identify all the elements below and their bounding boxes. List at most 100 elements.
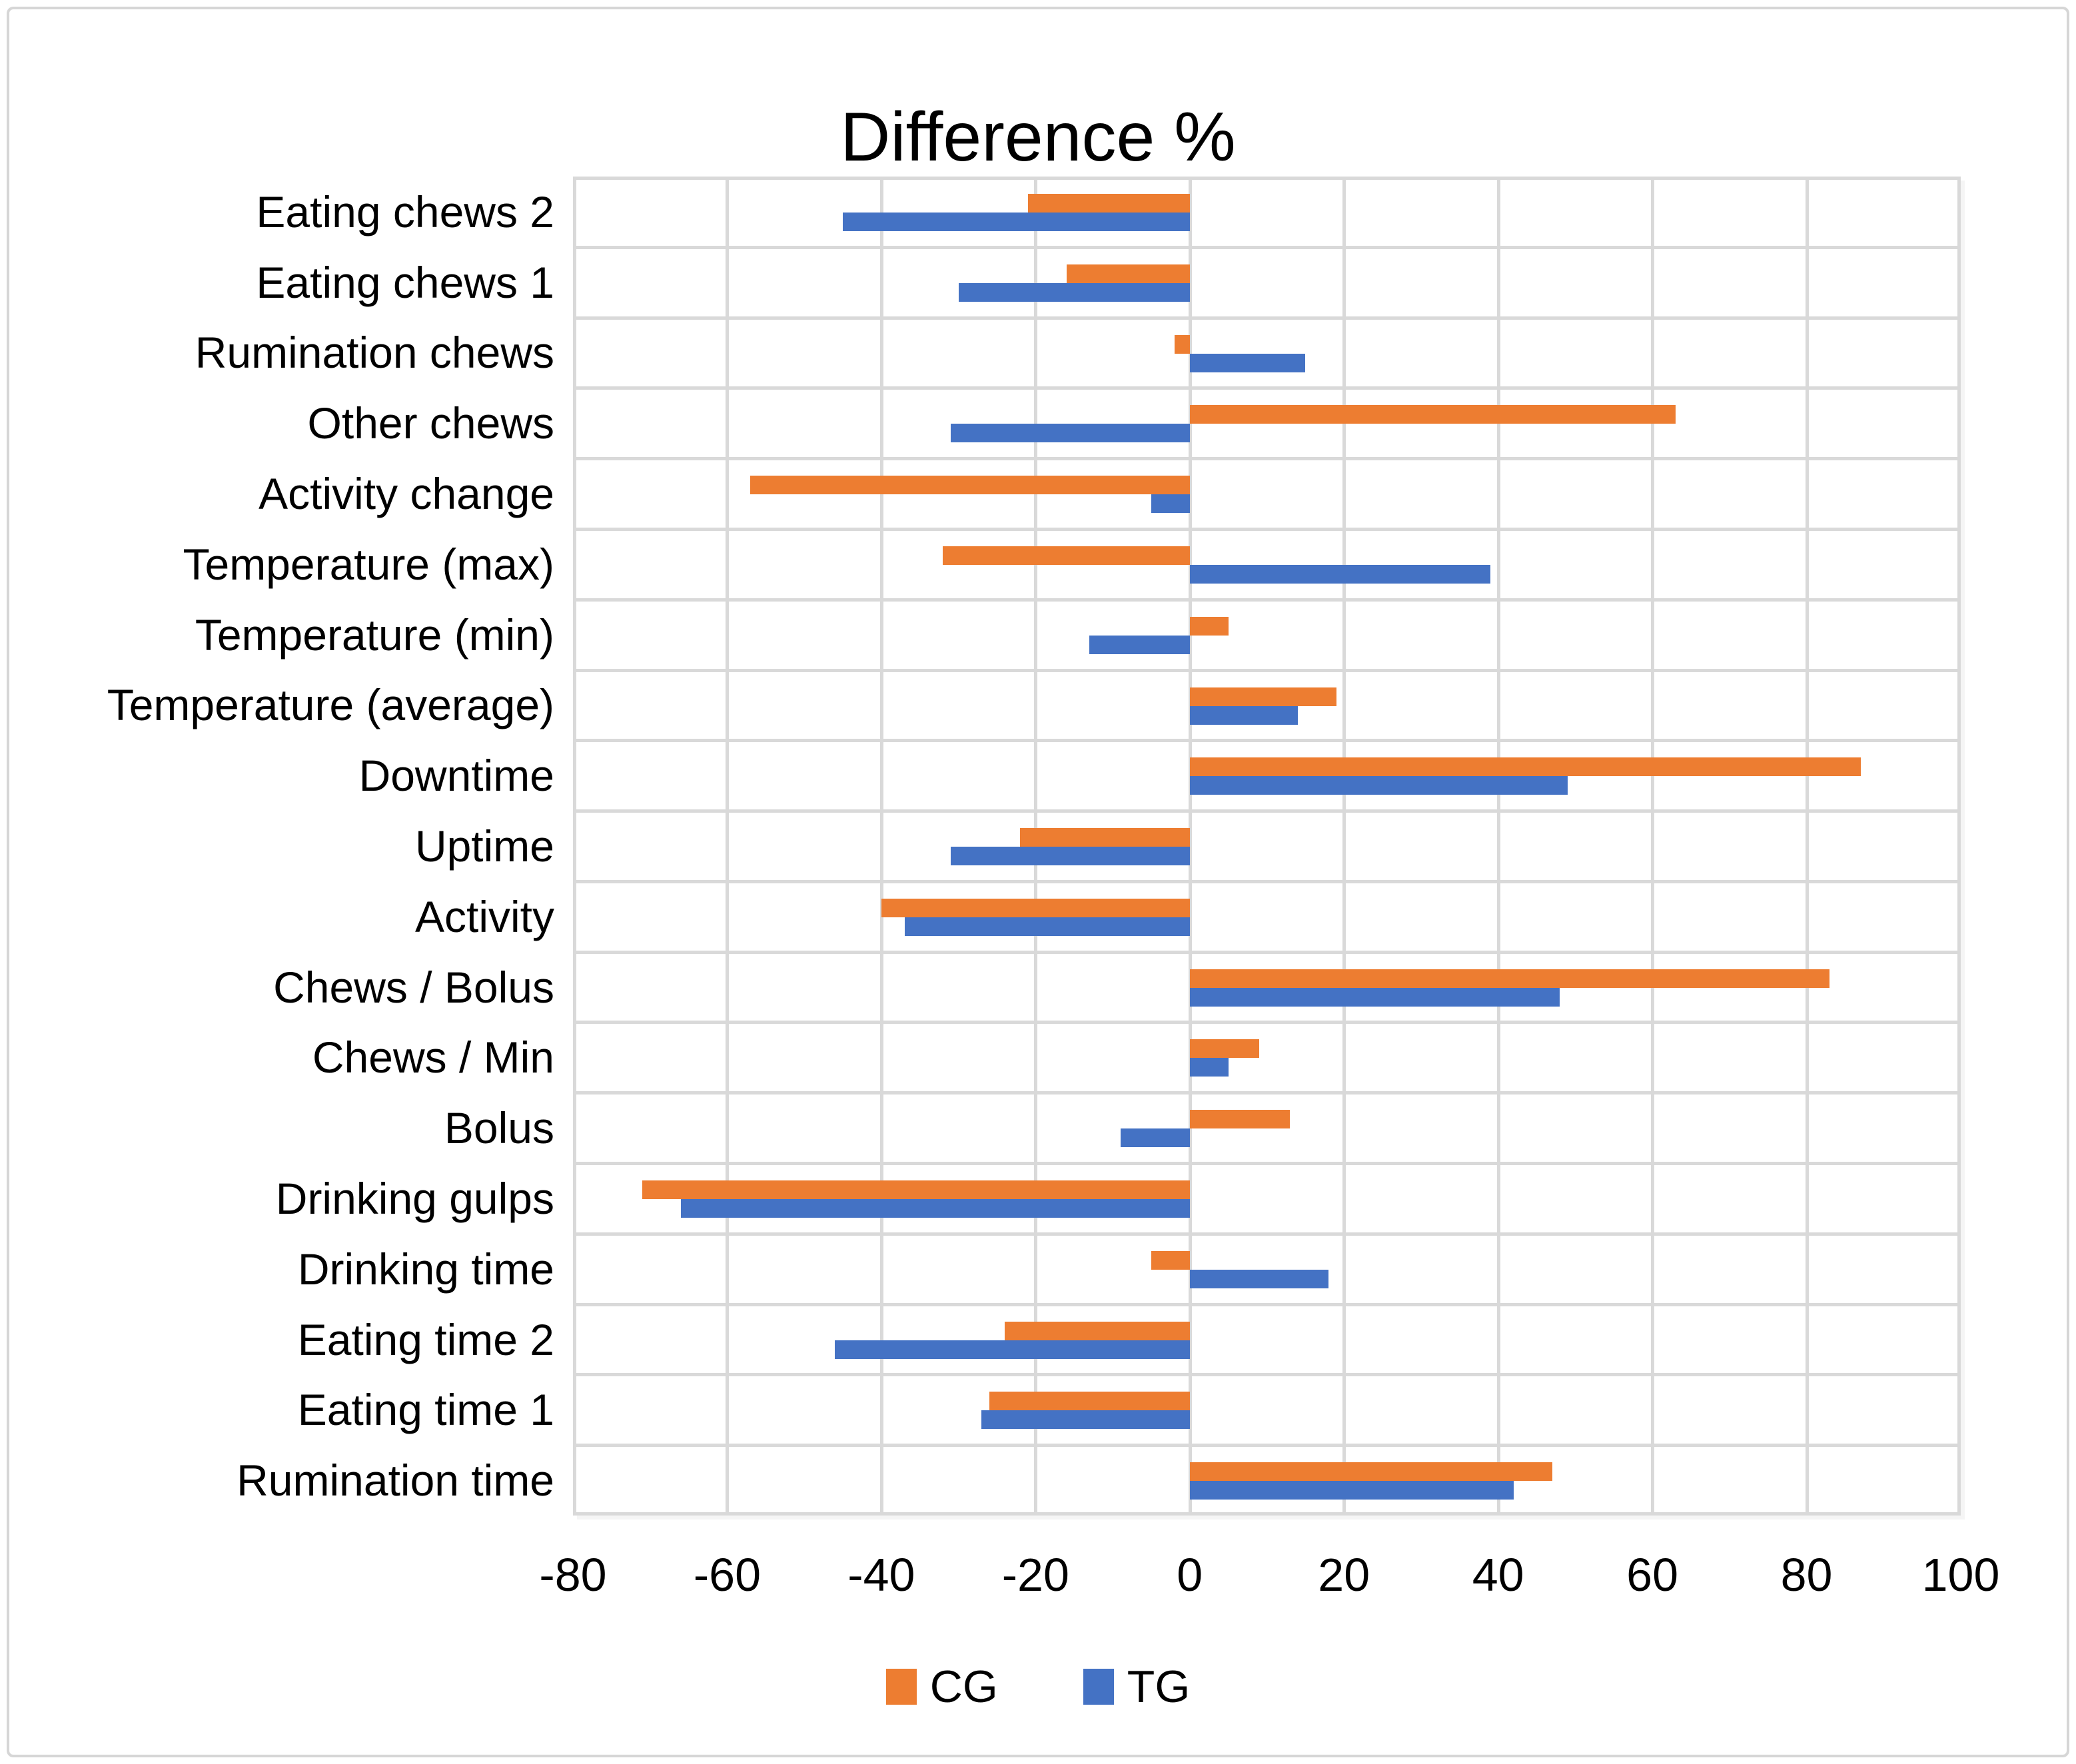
gridline-vertical xyxy=(879,180,883,1512)
gridline-vertical xyxy=(1188,180,1192,1512)
category-label: Chews / Bolus xyxy=(273,962,554,1012)
category-label: Activity xyxy=(414,891,554,941)
legend: CG TG xyxy=(0,1660,2076,1713)
x-tick-label: -60 xyxy=(693,1549,762,1601)
gridline-vertical xyxy=(1651,180,1655,1512)
bar-tg xyxy=(1189,564,1491,584)
bar-tg xyxy=(1189,987,1560,1007)
x-tick-label: 60 xyxy=(1626,1549,1679,1601)
gridline-horizontal xyxy=(576,1373,1957,1377)
gridline-horizontal xyxy=(576,1162,1957,1166)
bar-tg xyxy=(1189,1481,1514,1500)
bar-cg xyxy=(1189,969,1830,988)
gridline-vertical xyxy=(726,180,730,1512)
gridline-horizontal xyxy=(576,598,1957,602)
gridline-horizontal xyxy=(576,1232,1957,1236)
category-label: Activity change xyxy=(259,469,554,519)
category-label: Eating chews 2 xyxy=(256,187,554,236)
bar-tg xyxy=(1189,705,1298,725)
bar-cg xyxy=(750,476,1190,495)
legend-swatch-cg xyxy=(885,1669,917,1705)
x-tick-label: 100 xyxy=(1921,1549,2000,1601)
gridline-horizontal xyxy=(576,879,1957,883)
bar-tg xyxy=(951,847,1190,866)
category-label: Eating chews 1 xyxy=(256,257,554,307)
bar-cg xyxy=(1027,194,1190,213)
bar-tg xyxy=(958,282,1190,302)
bar-cg xyxy=(943,546,1190,565)
category-label: Bolus xyxy=(444,1103,554,1153)
gridline-horizontal xyxy=(576,1302,1957,1306)
x-tick-label: 0 xyxy=(1177,1549,1203,1601)
chart-title: Difference % xyxy=(840,99,1236,176)
gridline-horizontal xyxy=(576,457,1957,461)
bar-cg xyxy=(1189,1110,1291,1129)
bar-tg xyxy=(1189,1269,1329,1288)
bar-cg xyxy=(1151,1250,1190,1270)
gridline-horizontal xyxy=(576,1444,1957,1448)
bar-cg xyxy=(881,898,1190,917)
bar-cg xyxy=(1189,1039,1259,1059)
category-label: Drinking time xyxy=(297,1244,554,1294)
gridline-vertical xyxy=(1805,180,1809,1512)
gridline-horizontal xyxy=(576,386,1957,390)
category-label: Eating time 2 xyxy=(297,1314,554,1364)
bar-tg xyxy=(1189,776,1568,795)
category-label: Rumination chews xyxy=(195,328,554,378)
bar-tg xyxy=(904,917,1190,936)
bar-tg xyxy=(843,213,1190,231)
bar-tg xyxy=(981,1410,1190,1430)
bar-cg xyxy=(1020,828,1190,847)
legend-label-cg: CG xyxy=(929,1661,998,1712)
gridline-horizontal xyxy=(576,1091,1957,1095)
gridline-horizontal xyxy=(576,245,1957,249)
gridline-horizontal xyxy=(576,1021,1957,1025)
category-label: Other chews xyxy=(307,398,554,448)
gridline-vertical xyxy=(1342,180,1346,1512)
bar-tg xyxy=(1189,353,1306,372)
x-tick-label: 80 xyxy=(1780,1549,1833,1601)
bar-cg xyxy=(1005,1321,1190,1340)
category-label: Temperature (min) xyxy=(195,610,554,660)
bar-cg xyxy=(989,1392,1190,1411)
bar-tg xyxy=(951,424,1190,443)
legend-swatch-tg xyxy=(1083,1669,1114,1705)
bar-cg xyxy=(1189,405,1676,424)
category-label: Temperature (average) xyxy=(107,680,554,730)
category-label: Chews / Min xyxy=(312,1033,554,1083)
gridline-horizontal xyxy=(576,950,1957,954)
bar-tg xyxy=(681,1199,1190,1218)
x-tick-label: -40 xyxy=(847,1549,915,1601)
bar-tg xyxy=(1089,635,1190,654)
gridline-vertical xyxy=(1496,180,1500,1512)
bar-cg xyxy=(1189,616,1229,636)
category-label: Eating time 1 xyxy=(297,1385,554,1435)
bar-cg xyxy=(1066,264,1190,283)
bar-cg xyxy=(1189,687,1336,706)
bar-tg xyxy=(1189,1058,1229,1077)
category-label: Drinking gulps xyxy=(275,1173,554,1223)
bar-cg xyxy=(1174,334,1190,354)
bar-cg xyxy=(1189,1462,1552,1482)
x-tick-label: 20 xyxy=(1318,1549,1370,1601)
gridline-horizontal xyxy=(576,739,1957,743)
bar-tg xyxy=(1120,1128,1190,1148)
x-tick-label: -80 xyxy=(539,1549,607,1601)
gridline-horizontal xyxy=(576,316,1957,320)
category-label: Temperature (max) xyxy=(183,539,555,589)
bar-tg xyxy=(835,1340,1190,1359)
legend-item-tg: TG xyxy=(1083,1660,1190,1713)
bar-tg xyxy=(1151,494,1190,514)
gridline-horizontal xyxy=(576,668,1957,672)
gridline-horizontal xyxy=(576,527,1957,531)
x-tick-label: 40 xyxy=(1472,1549,1524,1601)
bar-cg xyxy=(642,1180,1190,1200)
plot-area xyxy=(573,177,1961,1516)
category-label: Rumination time xyxy=(237,1456,554,1506)
category-label: Downtime xyxy=(358,751,554,801)
category-label: Uptime xyxy=(414,821,554,871)
legend-label-tg: TG xyxy=(1127,1661,1191,1712)
gridline-horizontal xyxy=(576,809,1957,813)
bar-cg xyxy=(1189,757,1861,777)
